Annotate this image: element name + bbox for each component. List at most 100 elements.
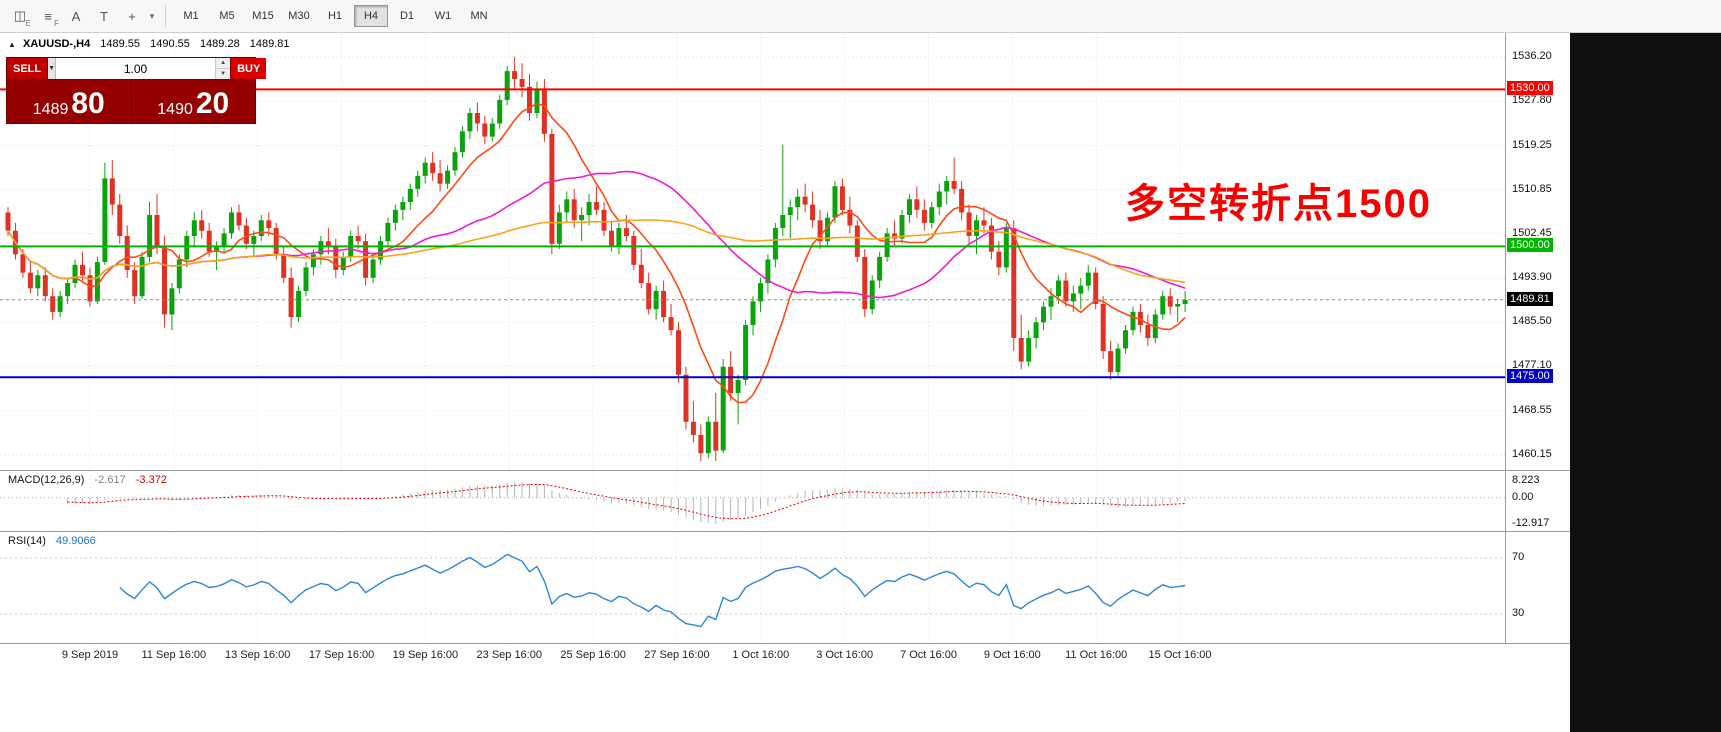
date-axis-label: 9 Sep 2019 [61, 649, 119, 661]
line-studies-dropdown-arrow[interactable]: ▾ [149, 10, 155, 21]
timeframe-m5-button[interactable]: M5 [219, 10, 235, 22]
price-chart-plot[interactable] [0, 33, 1505, 470]
candle-body [1085, 272, 1091, 286]
buy-price-pips: 20 [195, 87, 230, 120]
ohlc-high: 1490.55 [150, 38, 190, 50]
symbol-name: XAUUSD-,H4 [22, 38, 91, 50]
candle-body [281, 254, 287, 278]
timeframe-h1-button[interactable]: H1 [327, 10, 343, 22]
time-axis[interactable]: 9 Sep 2019 11 Sep 16:00 13 Sep 16:00 17 Sep… [0, 643, 1570, 667]
candle-body [646, 283, 652, 310]
candle-body [437, 173, 443, 184]
candle-body [445, 170, 451, 184]
candle-body [288, 277, 294, 318]
candle-body [415, 175, 421, 189]
macd-axis-label: 8.223 [1512, 474, 1540, 486]
candle-body [124, 236, 130, 270]
candle-body [780, 215, 786, 229]
candle-body [661, 290, 667, 318]
timeframe-m1-button[interactable]: M1 [183, 10, 199, 22]
candle-body [921, 209, 927, 223]
macd-panel[interactable]: MACD(12,26,9) -2.617 -3.372 [0, 470, 1505, 532]
candle-body [184, 236, 190, 260]
candle-body [668, 317, 674, 331]
macd-axis[interactable]: 8.223 0.00 -12.917 [1505, 470, 1570, 531]
candle-body [102, 178, 108, 263]
macd-axis-label: 0.00 [1512, 490, 1534, 503]
candle-body [1003, 228, 1009, 268]
candle-body [690, 421, 696, 435]
date-axis-label: 1 Oct 16:00 [732, 649, 790, 661]
candle-body [676, 330, 681, 375]
candle-body [117, 204, 123, 236]
buy-button[interactable]: BUY [230, 58, 267, 79]
candle-body [512, 71, 518, 79]
candle-body [556, 212, 562, 244]
candle-body [467, 113, 473, 132]
candle-body [474, 113, 480, 124]
text-label-icon[interactable]: A [71, 8, 81, 24]
right-empty-area [1570, 33, 1721, 732]
candle-body [758, 283, 763, 302]
text-box-icon[interactable]: T [100, 8, 108, 24]
candle-body [564, 199, 570, 213]
price-axis[interactable]: 1536.20 1527.80 1519.25 1510.85 1502.45 1493.… [1505, 33, 1570, 470]
chart-text-annotation[interactable]: 多空转折点1500 [1125, 182, 1432, 226]
candle-body [907, 199, 912, 215]
candle-body [974, 220, 979, 236]
profile-charts-icon[interactable]: ≡ F [44, 8, 59, 29]
volume-decrease-button[interactable]: ▼ [216, 69, 231, 79]
toolbar-separator [165, 5, 166, 27]
rsi-panel[interactable]: RSI(14) 49.9066 [0, 531, 1505, 644]
rsi-axis[interactable]: 70 30 [1505, 531, 1570, 643]
volume-increase-button[interactable]: ▲ [216, 58, 231, 69]
candle-body [1160, 296, 1166, 315]
candle-body [787, 207, 793, 216]
volume-stepper: ▲ ▼ [215, 58, 231, 79]
timeframe-m15-button[interactable]: M15 [252, 10, 274, 22]
candle-body [988, 225, 994, 252]
timeframe-h4-button[interactable]: H4 [354, 5, 388, 27]
candle-body [333, 246, 339, 270]
macd-signal-value: -3.372 [135, 474, 167, 486]
sell-price-display[interactable]: 1489 80 [7, 80, 132, 123]
collapse-arrow-icon[interactable]: ▲ [8, 40, 16, 49]
sell-price-pips: 80 [71, 87, 105, 120]
price-axis-label: 1493.90 [1512, 271, 1552, 284]
candle-body [1063, 280, 1069, 302]
candle-body [951, 181, 957, 189]
candle-body [489, 123, 495, 137]
rsi-axis-label: 70 [1512, 551, 1525, 563]
candle-body [363, 241, 369, 278]
candle-body [735, 379, 741, 393]
candle-body [765, 259, 771, 284]
expert-advisor-icon[interactable]: ◫ E [13, 8, 31, 28]
macd-plot[interactable] [0, 471, 1505, 532]
candle-body [832, 186, 838, 218]
crosshair-icon[interactable]: + [128, 8, 136, 24]
candle-body [340, 256, 346, 270]
timeframe-d1-button[interactable]: D1 [399, 10, 415, 22]
candle-body [176, 259, 182, 289]
buy-price-display[interactable]: 1490 20 [132, 80, 256, 123]
rsi-title: RSI(14) [8, 535, 46, 547]
volume-dropdown-button[interactable]: ▼ [48, 58, 57, 79]
price-level-badge: 1530.00 [1507, 81, 1553, 96]
price-axis-label: 1502.45 [1512, 226, 1552, 239]
buy-price-main: 1490 [157, 101, 193, 119]
candle-body [884, 233, 890, 257]
timeframe-w1-button[interactable]: W1 [434, 10, 452, 22]
candle-body [1115, 348, 1121, 373]
candle-body [459, 131, 465, 153]
candle-body [422, 162, 428, 176]
timeframe-mn-button[interactable]: MN [470, 10, 488, 22]
candle-body [698, 434, 704, 454]
rsi-plot[interactable] [0, 532, 1505, 644]
sell-button[interactable]: SELL [7, 58, 49, 79]
candle-body [914, 199, 920, 210]
candle-body [877, 256, 883, 281]
timeframe-m30-button[interactable]: M30 [288, 10, 310, 22]
candle-body [817, 220, 823, 242]
volume-input[interactable] [56, 58, 216, 79]
sell-price-main: 1489 [32, 101, 69, 119]
